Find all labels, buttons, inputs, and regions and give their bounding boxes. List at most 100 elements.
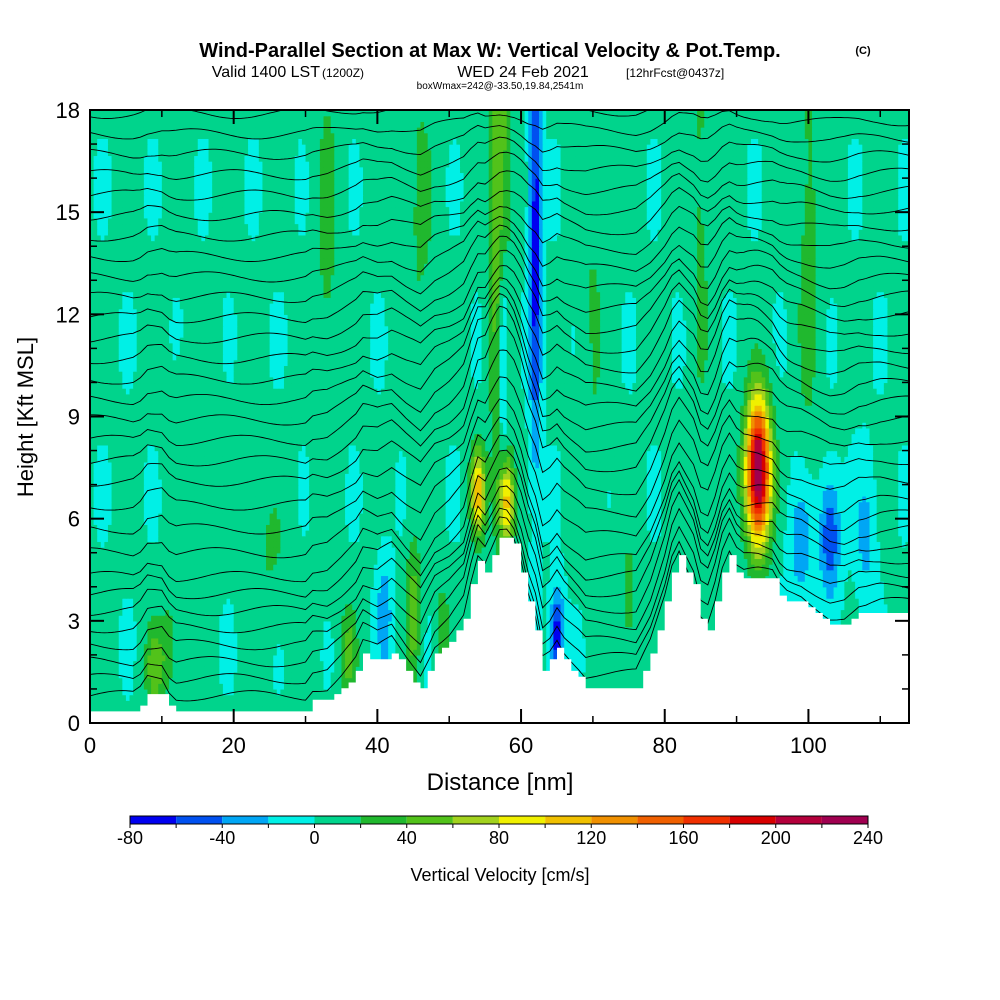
velocity-cell xyxy=(230,654,235,662)
velocity-cell xyxy=(391,637,396,645)
velocity-cell xyxy=(93,683,98,690)
velocity-cell xyxy=(280,683,285,690)
velocity-cell xyxy=(283,705,289,713)
velocity-cell xyxy=(632,643,637,650)
velocity-cell xyxy=(618,603,623,611)
velocity-cell xyxy=(355,666,361,673)
velocity-cell xyxy=(301,649,307,656)
velocity-cell xyxy=(140,620,145,628)
velocity-cell xyxy=(111,694,116,701)
velocity-cell xyxy=(614,683,619,690)
velocity-cell xyxy=(380,632,386,639)
velocity-cell xyxy=(133,700,138,707)
velocity-cell xyxy=(280,615,285,622)
velocity-cell xyxy=(305,649,310,656)
velocity-cell xyxy=(222,609,228,616)
velocity-cell xyxy=(215,683,220,690)
velocity-cell xyxy=(158,620,163,628)
velocity-cell xyxy=(434,615,440,622)
velocity-cell xyxy=(438,637,443,645)
velocity-cell xyxy=(244,620,249,628)
velocity-cell xyxy=(646,660,651,667)
velocity-cell xyxy=(632,620,637,628)
velocity-cell xyxy=(323,654,328,662)
velocity-cell xyxy=(582,643,587,650)
velocity-cell xyxy=(596,603,601,611)
velocity-cell xyxy=(122,705,127,713)
velocity-cell xyxy=(226,603,231,611)
velocity-cell xyxy=(183,603,188,611)
velocity-cell xyxy=(151,598,156,605)
velocity-cell xyxy=(179,615,184,622)
velocity-cell xyxy=(574,643,580,650)
velocity-cell xyxy=(327,677,332,684)
velocity-cell xyxy=(251,694,256,701)
velocity-cell xyxy=(280,660,285,667)
velocity-cell xyxy=(639,666,644,673)
velocity-cell xyxy=(653,649,659,656)
velocity-cell xyxy=(413,654,418,662)
velocity-cell xyxy=(316,637,321,645)
velocity-cell xyxy=(287,705,292,713)
velocity-cell xyxy=(653,626,659,633)
velocity-cell xyxy=(621,683,626,690)
velocity-cell xyxy=(380,609,386,616)
velocity-cell xyxy=(143,666,149,673)
velocity-cell xyxy=(312,649,317,656)
velocity-cell xyxy=(219,705,224,713)
velocity-cell xyxy=(424,637,429,645)
velocity-cell xyxy=(707,626,713,633)
velocity-cell xyxy=(222,683,228,690)
velocity-cell xyxy=(607,637,612,645)
velocity-cell xyxy=(140,632,145,639)
velocity-cell xyxy=(201,683,206,690)
velocity-cell xyxy=(212,649,217,656)
velocity-cell xyxy=(564,632,569,639)
velocity-cell xyxy=(442,603,447,611)
velocity-cell xyxy=(352,671,357,679)
velocity-cell xyxy=(212,603,217,611)
velocity-cell xyxy=(610,666,616,673)
velocity-cell xyxy=(269,603,274,611)
velocity-cell xyxy=(266,694,271,701)
velocity-cell xyxy=(104,705,109,713)
velocity-cell xyxy=(445,632,450,639)
velocity-cell xyxy=(592,649,598,656)
velocity-cell xyxy=(636,649,641,656)
velocity-cell xyxy=(398,615,404,622)
velocity-cell xyxy=(262,632,267,639)
velocity-cell xyxy=(636,654,641,662)
velocity-cell xyxy=(564,654,569,662)
velocity-cell xyxy=(391,603,396,611)
velocity-cell xyxy=(107,677,113,684)
velocity-cell xyxy=(169,620,174,628)
velocity-cell xyxy=(416,666,422,673)
velocity-cell xyxy=(309,694,314,701)
velocity-cell xyxy=(427,643,432,650)
velocity-cell xyxy=(596,598,601,605)
velocity-cell xyxy=(179,677,184,684)
velocity-cell xyxy=(176,694,181,701)
velocity-cell xyxy=(222,700,228,707)
velocity-cell xyxy=(283,666,289,673)
velocity-cell xyxy=(424,632,429,639)
velocity-cell xyxy=(176,637,181,645)
velocity-cell xyxy=(316,677,321,684)
velocity-cell xyxy=(341,677,346,684)
velocity-cell xyxy=(442,632,447,639)
velocity-cell xyxy=(115,626,120,633)
velocity-cell xyxy=(388,615,393,622)
velocity-cell xyxy=(395,620,400,628)
velocity-cell xyxy=(661,626,666,633)
velocity-cell xyxy=(158,615,163,622)
velocity-cell xyxy=(97,632,102,639)
velocity-cell xyxy=(186,688,192,696)
velocity-cell xyxy=(363,649,368,656)
velocity-cell xyxy=(585,643,590,650)
velocity-cell xyxy=(424,649,429,656)
velocity-cell xyxy=(420,660,425,667)
velocity-cell xyxy=(190,700,195,707)
velocity-cell xyxy=(283,671,289,679)
velocity-cell xyxy=(165,683,170,690)
velocity-cell xyxy=(176,688,181,696)
